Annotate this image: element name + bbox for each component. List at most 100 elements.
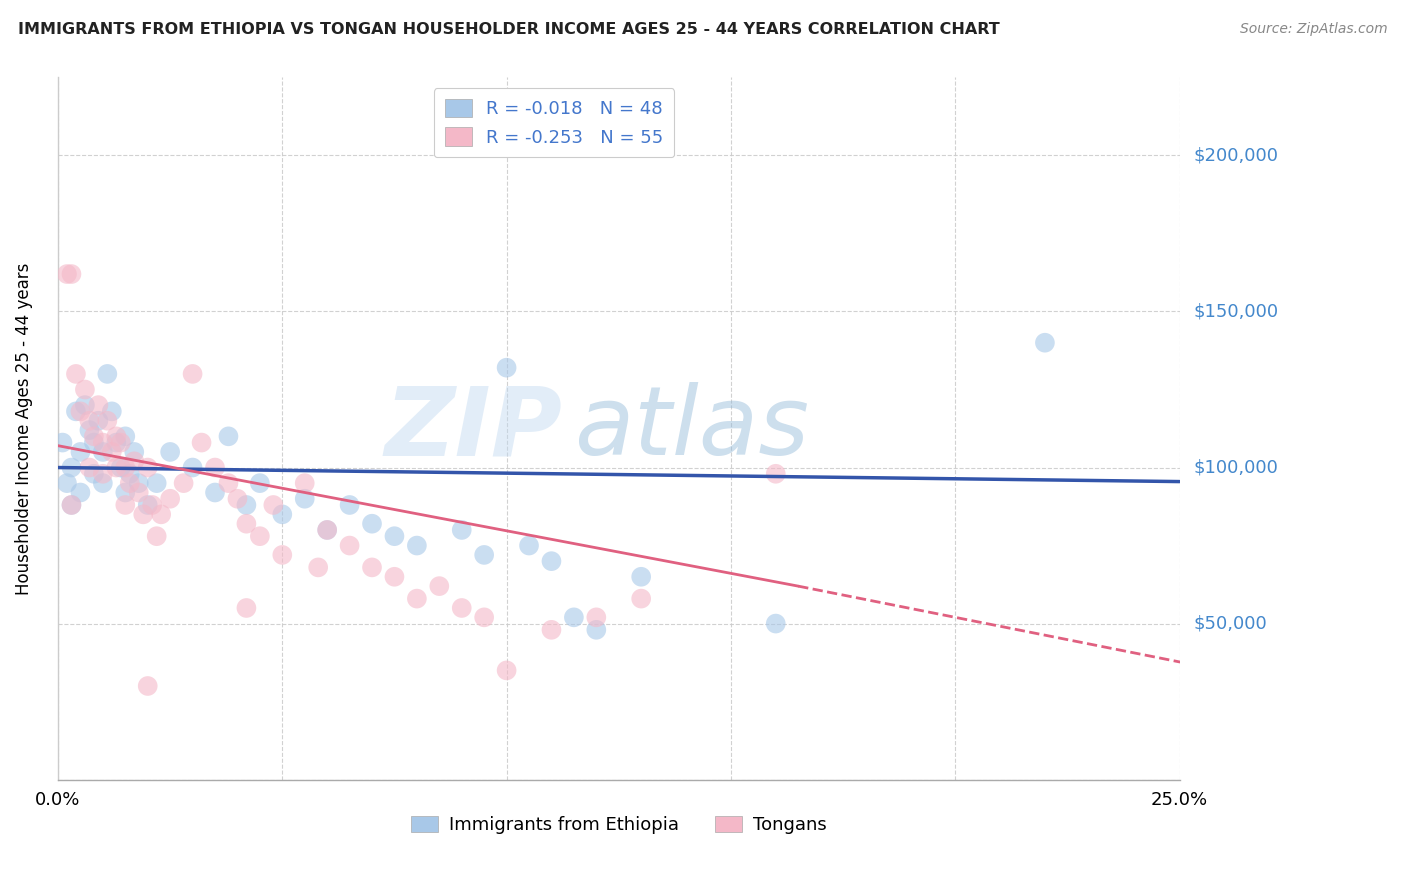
Point bbox=[65, 404, 87, 418]
Point bbox=[122, 445, 145, 459]
Point bbox=[450, 601, 472, 615]
Point bbox=[406, 591, 429, 606]
Point bbox=[562, 610, 585, 624]
Point bbox=[83, 467, 105, 481]
Text: Source: ZipAtlas.com: Source: ZipAtlas.com bbox=[1240, 22, 1388, 37]
Point bbox=[56, 476, 79, 491]
Point bbox=[101, 404, 124, 418]
Point bbox=[249, 529, 271, 543]
Point bbox=[65, 367, 87, 381]
Point bbox=[69, 485, 91, 500]
Point bbox=[450, 523, 472, 537]
Point bbox=[73, 383, 96, 397]
Point bbox=[204, 460, 226, 475]
Point bbox=[56, 267, 79, 281]
Point bbox=[316, 523, 339, 537]
Point bbox=[60, 460, 83, 475]
Point bbox=[630, 591, 652, 606]
Point bbox=[217, 429, 239, 443]
Text: $50,000: $50,000 bbox=[1194, 615, 1267, 632]
Point bbox=[118, 467, 141, 481]
Point bbox=[235, 516, 257, 531]
Text: $150,000: $150,000 bbox=[1194, 302, 1278, 320]
Point bbox=[235, 601, 257, 615]
Point bbox=[765, 467, 787, 481]
Point bbox=[136, 460, 159, 475]
Point bbox=[141, 498, 163, 512]
Point bbox=[122, 454, 145, 468]
Point bbox=[69, 404, 91, 418]
Point bbox=[307, 560, 329, 574]
Point bbox=[60, 267, 83, 281]
Point bbox=[60, 498, 83, 512]
Point bbox=[105, 460, 128, 475]
Point bbox=[585, 610, 607, 624]
Point bbox=[79, 460, 101, 475]
Point bbox=[118, 476, 141, 491]
Point bbox=[1033, 335, 1056, 350]
Point bbox=[136, 679, 159, 693]
Point bbox=[114, 429, 136, 443]
Point bbox=[361, 516, 384, 531]
Point bbox=[150, 508, 173, 522]
Point bbox=[114, 485, 136, 500]
Text: $100,000: $100,000 bbox=[1194, 458, 1278, 476]
Y-axis label: Householder Income Ages 25 - 44 years: Householder Income Ages 25 - 44 years bbox=[15, 262, 32, 595]
Point bbox=[226, 491, 249, 506]
Point bbox=[79, 414, 101, 428]
Point bbox=[235, 498, 257, 512]
Point bbox=[128, 485, 150, 500]
Point bbox=[204, 485, 226, 500]
Point bbox=[110, 460, 132, 475]
Text: $200,000: $200,000 bbox=[1194, 146, 1278, 164]
Point bbox=[159, 491, 181, 506]
Text: ZIP: ZIP bbox=[385, 382, 562, 475]
Point bbox=[87, 398, 110, 412]
Point bbox=[110, 435, 132, 450]
Point bbox=[60, 498, 83, 512]
Point bbox=[316, 523, 339, 537]
Point bbox=[105, 435, 128, 450]
Point bbox=[585, 623, 607, 637]
Point bbox=[69, 445, 91, 459]
Point bbox=[128, 476, 150, 491]
Point bbox=[217, 476, 239, 491]
Point bbox=[96, 414, 118, 428]
Point bbox=[630, 570, 652, 584]
Point bbox=[101, 445, 124, 459]
Point bbox=[181, 460, 204, 475]
Point bbox=[173, 476, 195, 491]
Point bbox=[96, 367, 118, 381]
Point bbox=[114, 498, 136, 512]
Point bbox=[91, 476, 114, 491]
Point bbox=[339, 498, 361, 512]
Text: atlas: atlas bbox=[574, 382, 808, 475]
Point bbox=[384, 529, 406, 543]
Point bbox=[540, 554, 562, 568]
Point bbox=[249, 476, 271, 491]
Point bbox=[271, 548, 294, 562]
Point bbox=[472, 610, 495, 624]
Point bbox=[517, 539, 540, 553]
Point bbox=[159, 445, 181, 459]
Point bbox=[339, 539, 361, 553]
Point bbox=[87, 414, 110, 428]
Point bbox=[145, 529, 167, 543]
Point bbox=[181, 367, 204, 381]
Point bbox=[361, 560, 384, 574]
Point bbox=[427, 579, 450, 593]
Point bbox=[132, 508, 155, 522]
Point bbox=[79, 423, 101, 437]
Point bbox=[495, 360, 517, 375]
Point bbox=[765, 616, 787, 631]
Point bbox=[190, 435, 212, 450]
Point bbox=[91, 435, 114, 450]
Point bbox=[540, 623, 562, 637]
Point bbox=[91, 445, 114, 459]
Point bbox=[294, 476, 316, 491]
Point bbox=[406, 539, 429, 553]
Point bbox=[51, 435, 73, 450]
Point bbox=[145, 476, 167, 491]
Point bbox=[136, 498, 159, 512]
Point bbox=[83, 429, 105, 443]
